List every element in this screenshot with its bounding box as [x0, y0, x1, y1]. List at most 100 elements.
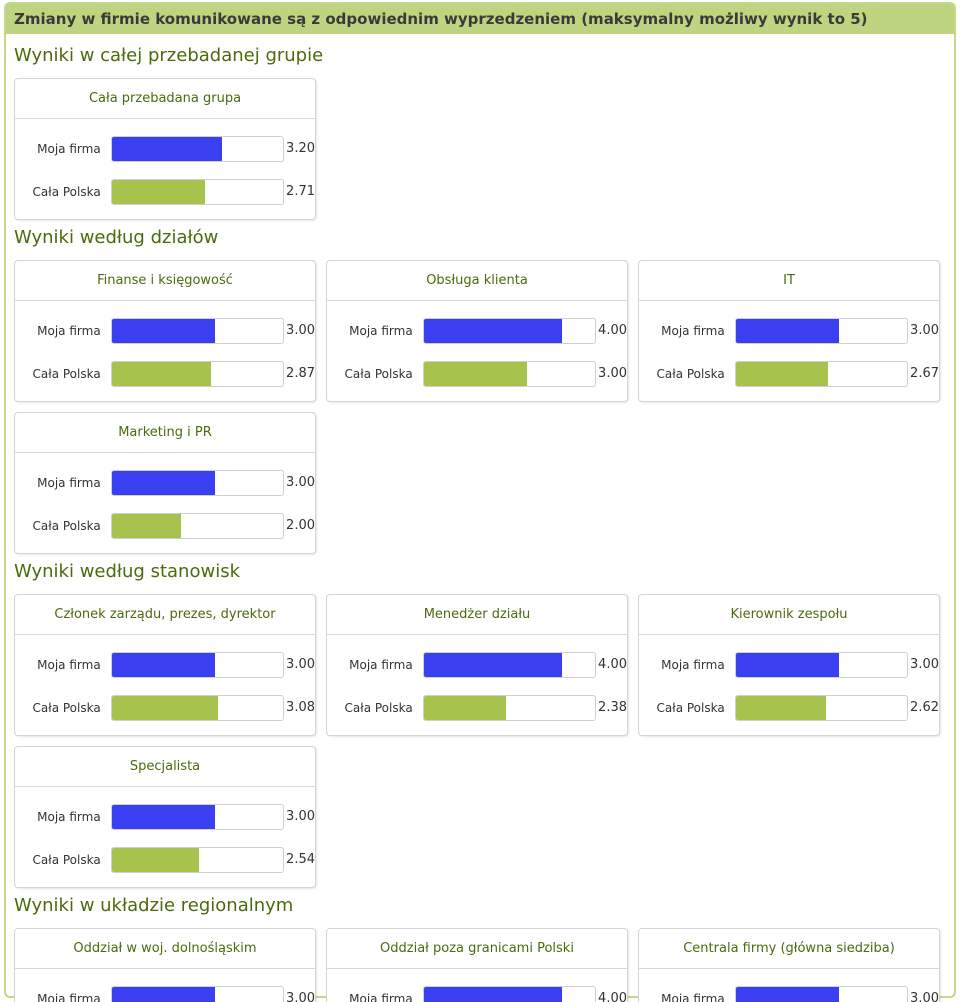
value-label: 2.62 [910, 700, 939, 715]
bar-row: Cała Polska 2.38 [327, 686, 627, 729]
card-title: Członek zarządu, prezes, dyrektor [15, 595, 315, 635]
section-grid: Cała przebadana grupa Moja firma 3.20 Cała … [14, 78, 944, 220]
bar-row: Cała Polska 3.00 [327, 352, 627, 395]
card-body: Moja firma 3.00 Cała Polska 3.08 [15, 635, 315, 735]
series-label: Moja firma [349, 991, 413, 1002]
chart-card: Cała przebadana grupa Moja firma 3.20 Cała … [14, 78, 316, 220]
card-body: Moja firma 4.00 Cała Polska 2.38 [327, 635, 627, 735]
card-title: Finanse i księgowość [15, 261, 315, 301]
bar-cala-polska [735, 361, 828, 386]
bar-moja-firma [735, 986, 839, 1002]
bar-moja-firma [111, 804, 215, 829]
section-grid: Finanse i księgowość Moja firma 3.00 Cała P… [14, 260, 944, 554]
bar-track [110, 178, 285, 205]
bar-row: Moja firma 3.00 [15, 977, 315, 1002]
bar-row: Moja firma 3.00 [15, 643, 315, 686]
bar-row: Cała Polska 2.00 [15, 504, 315, 547]
series-label: Moja firma [661, 991, 725, 1002]
bar-track [110, 846, 285, 873]
bar-row: Cała Polska 2.71 [15, 170, 315, 213]
series-label: Cała Polska [32, 852, 101, 867]
series-label: Moja firma [349, 323, 413, 338]
card-title: Menedżer działu [327, 595, 627, 635]
card-title: Oddział w woj. dolnośląskim [15, 929, 315, 969]
value-label: 2.00 [286, 518, 315, 533]
value-label: 2.67 [910, 366, 939, 381]
bar-track [734, 317, 909, 344]
series-label: Moja firma [349, 657, 413, 672]
bar-track [110, 694, 285, 721]
chart-card: Oddział w woj. dolnośląskim Moja firma 3.0… [14, 928, 316, 1002]
bar-cala-polska [111, 695, 218, 720]
bar-track [110, 985, 285, 1002]
chart-card: Finanse i księgowość Moja firma 3.00 Cała P… [14, 260, 316, 402]
series-label: Cała Polska [656, 700, 725, 715]
chart-card: Członek zarządu, prezes, dyrektor Moja fi… [14, 594, 316, 736]
title-bar: Zmiany w firmie komunikowane są z odpowi… [6, 4, 954, 34]
bar-moja-firma [111, 470, 215, 495]
chart-card: Marketing i PR Moja firma 3.00 Cała Polska 2… [14, 412, 316, 554]
bar-track [110, 360, 285, 387]
bar-moja-firma [111, 136, 222, 161]
series-label: Moja firma [661, 323, 725, 338]
card-body: Moja firma 4.00 Cała Polska 3.00 [327, 301, 627, 401]
series-label: Cała Polska [32, 366, 101, 381]
bar-track [110, 651, 285, 678]
bar-moja-firma [735, 318, 839, 343]
bar-row: Moja firma 3.00 [639, 309, 939, 352]
bar-track [422, 360, 597, 387]
section-title: Wyniki w całej przebadanej grupie [14, 45, 324, 66]
bar-row: Cała Polska 2.67 [639, 352, 939, 395]
bar-track [422, 985, 597, 1002]
series-label: Moja firma [37, 657, 101, 672]
value-label: 4.00 [598, 657, 627, 672]
value-label: 3.00 [910, 323, 939, 338]
bar-track [110, 512, 285, 539]
bar-cala-polska [111, 847, 199, 872]
value-label: 3.00 [286, 323, 315, 338]
bar-track [422, 317, 597, 344]
bar-row: Moja firma 4.00 [327, 309, 627, 352]
bar-moja-firma [735, 652, 839, 677]
bar-track [734, 985, 909, 1002]
card-body: Moja firma 3.00 Cała Polska 2.62 [639, 635, 939, 735]
card-body: Moja firma 3.20 Cała Polska 2.71 [15, 119, 315, 219]
bar-track [110, 135, 285, 162]
bar-row: Moja firma 4.00 [327, 977, 627, 1002]
bar-cala-polska [111, 361, 211, 386]
value-label: 2.54 [286, 852, 315, 867]
value-label: 3.08 [286, 700, 315, 715]
value-label: 4.00 [598, 323, 627, 338]
card-body: Moja firma 3.00 [15, 969, 315, 1002]
card-title: Centrala firmy (główna siedziba) [639, 929, 939, 969]
series-label: Cała Polska [344, 700, 413, 715]
series-label: Cała Polska [656, 366, 725, 381]
bar-track [734, 651, 909, 678]
chart-card: Centrala firmy (główna siedziba) Moja fir… [638, 928, 940, 1002]
section-title: Wyniki według działów [14, 227, 219, 248]
value-label: 3.00 [598, 366, 627, 381]
bar-cala-polska [111, 179, 205, 204]
card-title: Obsługa klienta [327, 261, 627, 301]
bar-row: Moja firma 4.00 [327, 643, 627, 686]
bar-cala-polska [423, 695, 506, 720]
card-title: Specjalista [15, 747, 315, 787]
chart-content: Wyniki w całej przebadanej grupie Cała pr… [14, 44, 944, 1002]
bar-track [422, 651, 597, 678]
bar-track [734, 694, 909, 721]
report-panel: Zmiany w firmie komunikowane są z odpowi… [4, 2, 956, 1002]
card-title: IT [639, 261, 939, 301]
bar-moja-firma [111, 318, 215, 343]
card-body: Moja firma 3.00 [639, 969, 939, 1002]
series-label: Cała Polska [32, 518, 101, 533]
bar-row: Moja firma 3.00 [639, 977, 939, 1002]
chart-card: Menedżer działu Moja firma 4.00 Cała Polska… [326, 594, 628, 736]
value-label: 4.00 [598, 991, 627, 1002]
bar-moja-firma [423, 986, 562, 1002]
section-title: Wyniki według stanowisk [14, 561, 240, 582]
bar-row: Cała Polska 2.62 [639, 686, 939, 729]
bar-track [110, 469, 285, 496]
bar-moja-firma [111, 986, 215, 1002]
section-grid: Członek zarządu, prezes, dyrektor Moja fi… [14, 594, 944, 888]
series-label: Cała Polska [32, 700, 101, 715]
